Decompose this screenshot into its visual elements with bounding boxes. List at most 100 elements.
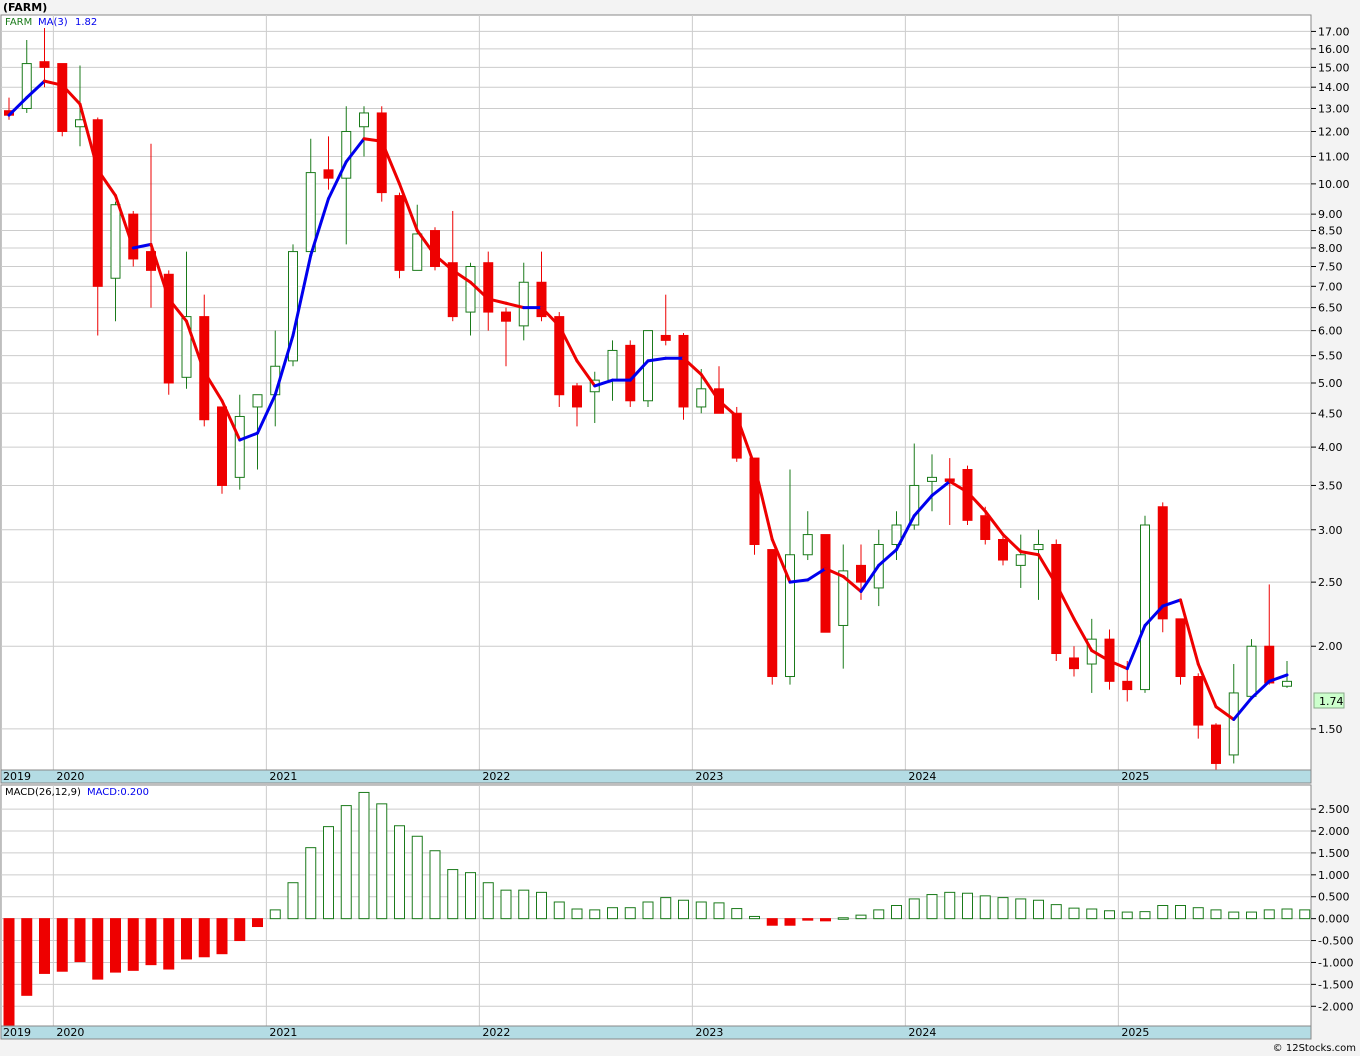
- macd-bar: [820, 918, 831, 922]
- candle-body: [536, 281, 547, 318]
- ma3-segment: [96, 168, 117, 198]
- macd-bar: [1228, 911, 1240, 920]
- ma3-segment: [930, 479, 952, 497]
- copyright: © 12Stocks.com: [1273, 1043, 1356, 1054]
- macd-bar: [926, 894, 938, 920]
- candle-body: [607, 349, 618, 381]
- ma3-segment: [1054, 582, 1076, 621]
- macd-bar: [642, 901, 654, 920]
- price-y-tick-label: 3.50: [1318, 479, 1343, 492]
- ma3-segment: [167, 297, 188, 323]
- macd-bar: [678, 899, 689, 920]
- ma3-segment: [824, 567, 845, 578]
- macd-bar: [536, 891, 547, 920]
- candle-body: [305, 172, 316, 253]
- candle-body: [785, 554, 795, 678]
- ma3-segment: [877, 548, 898, 567]
- ma3-segment: [646, 356, 668, 363]
- candle-body: [1140, 524, 1150, 691]
- candle-body: [731, 412, 742, 459]
- ma3-segment: [735, 414, 756, 468]
- ma3-segment: [1037, 553, 1058, 586]
- candle-body: [660, 334, 671, 341]
- candle-body: [1282, 680, 1292, 687]
- macd-bar: [1086, 908, 1098, 920]
- macd-y-tick-label: 0.000: [1318, 913, 1350, 926]
- ma3-segment: [806, 567, 827, 582]
- macd-bar: [997, 897, 1009, 920]
- candle-body: [359, 112, 369, 128]
- ma3-segment: [362, 137, 384, 143]
- ma3-segment: [291, 253, 313, 337]
- price-y-axis: 17.00 16.00 15.00 14.00 13.00 12.00 11.00 10.00…: [1311, 25, 1350, 736]
- ma3-segment: [895, 514, 916, 552]
- price-y-tick-label: 2.00: [1318, 640, 1343, 653]
- candle-body: [856, 564, 866, 583]
- macd-y-tick-label: -1.500: [1318, 978, 1353, 991]
- macd-y-axis: 2.500 2.000 1.500 1.000 0.500 0.000 -0.500 -1.0…: [1311, 803, 1353, 1013]
- macd-x-tick-label: 2024: [908, 1026, 936, 1039]
- ma3-segment: [912, 493, 934, 518]
- macd-x-tick-label: 2021: [269, 1026, 297, 1039]
- chart-title: (FARM): [3, 1, 47, 14]
- macd-bar: [1157, 905, 1169, 920]
- price-y-tick-label: 4.50: [1318, 407, 1343, 420]
- ma3-segment: [1196, 662, 1218, 709]
- price-x-tick-label: 2025: [1121, 770, 1149, 783]
- macd-y-tick-label: 1.000: [1318, 869, 1350, 882]
- candle-body: [323, 169, 334, 179]
- candle-body: [518, 281, 529, 327]
- macd-bar: [891, 905, 902, 920]
- macd-bar: [660, 897, 672, 920]
- macd-bar: [3, 918, 15, 1029]
- macd-bar: [873, 909, 885, 920]
- ma3-segment: [327, 160, 348, 201]
- candle-body: [252, 394, 263, 408]
- macd-bar: [749, 915, 760, 920]
- candle-body: [110, 204, 121, 279]
- ma3-segment: [256, 393, 277, 435]
- candle-body: [1193, 676, 1204, 726]
- macd-bar: [979, 895, 991, 920]
- candle-body: [163, 273, 174, 384]
- ma3-segment: [682, 356, 703, 377]
- candle-body: [767, 549, 778, 678]
- ma3-segment: [770, 537, 792, 584]
- macd-bar: [1263, 909, 1275, 920]
- ma3-segment: [841, 574, 863, 593]
- macd-bar: [394, 825, 405, 920]
- candle-body: [838, 570, 849, 626]
- price-y-tick-label: 2.50: [1318, 576, 1343, 589]
- candle-body: [288, 251, 298, 362]
- macd-bar: [1015, 898, 1027, 920]
- ma3-segment: [238, 431, 259, 442]
- ma3-segment: [1232, 696, 1253, 721]
- macd-x-axis-band: [0, 1025, 1312, 1040]
- macd-bar: [110, 918, 121, 973]
- price-y-tick-label: 8.50: [1318, 225, 1343, 238]
- price-y-tick-label: 6.50: [1318, 302, 1343, 315]
- price-y-tick-label: 13.00: [1318, 102, 1350, 115]
- price-y-tick-label: 14.00: [1318, 81, 1350, 94]
- price-y-tick-label: 7.50: [1318, 261, 1343, 274]
- macd-bar: [447, 869, 459, 920]
- candle-body: [572, 385, 582, 408]
- macd-bar: [323, 826, 334, 920]
- macd-bar: [181, 918, 192, 960]
- ma3-segment: [486, 297, 508, 305]
- macd-bar: [731, 908, 743, 920]
- ma3-segment: [398, 182, 419, 233]
- ma3-segment: [575, 359, 597, 388]
- macd-y-tick-label: -1.000: [1318, 956, 1353, 969]
- macd-bar: [518, 889, 530, 920]
- ma3-segment: [557, 324, 579, 363]
- ma3-segment: [1143, 604, 1165, 627]
- ma3-segment: [43, 79, 64, 87]
- candle-body: [1246, 645, 1257, 697]
- macd-bar: [287, 882, 299, 920]
- candle-body: [1033, 543, 1044, 551]
- macd-bar: [145, 918, 157, 966]
- macd-bar: [411, 835, 423, 920]
- macd-bar: [500, 889, 512, 920]
